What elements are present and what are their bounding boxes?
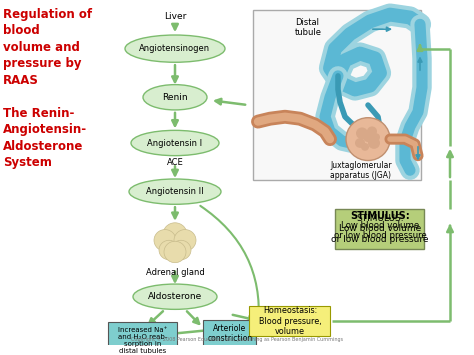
- Text: Angiotensin II: Angiotensin II: [146, 187, 204, 196]
- Circle shape: [361, 143, 369, 151]
- Text: Aldosterone: Aldosterone: [148, 292, 202, 301]
- Ellipse shape: [129, 179, 221, 204]
- Text: STIMULUS:: STIMULUS:: [350, 211, 410, 221]
- Circle shape: [363, 132, 373, 142]
- FancyBboxPatch shape: [203, 320, 256, 348]
- Circle shape: [367, 126, 377, 136]
- Text: Arteriole
constriction: Arteriole constriction: [207, 324, 253, 343]
- Circle shape: [171, 240, 191, 260]
- Text: Distal
tubule: Distal tubule: [295, 17, 322, 37]
- Circle shape: [368, 137, 380, 149]
- Circle shape: [174, 230, 196, 251]
- Circle shape: [346, 118, 390, 160]
- Ellipse shape: [125, 35, 225, 62]
- FancyBboxPatch shape: [336, 209, 425, 248]
- Text: STIMULUS:
Low blood volume
or low blood pressure: STIMULUS: Low blood volume or low blood …: [331, 214, 429, 244]
- Text: Adrenal gland: Adrenal gland: [146, 268, 204, 277]
- FancyBboxPatch shape: [253, 10, 421, 180]
- Text: Low blood volume
or low blood pressure: Low blood volume or low blood pressure: [334, 221, 427, 240]
- Text: Copyright © 2008 Pearson Education, Inc., publishing as Pearson Benjamin Cumming: Copyright © 2008 Pearson Education, Inc.…: [131, 337, 343, 343]
- Text: Liver: Liver: [164, 12, 186, 21]
- Text: Angiotensinogen: Angiotensinogen: [139, 44, 210, 53]
- Circle shape: [164, 241, 186, 263]
- Text: Renin: Renin: [162, 93, 188, 102]
- FancyBboxPatch shape: [109, 322, 177, 355]
- Text: Homeostasis:
Blood pressure,
volume: Homeostasis: Blood pressure, volume: [259, 306, 321, 336]
- Text: Increased Na⁺
and H₂O reab-
sorption in
distal tubules: Increased Na⁺ and H₂O reab- sorption in …: [118, 327, 168, 354]
- FancyBboxPatch shape: [249, 306, 330, 336]
- Circle shape: [159, 240, 179, 260]
- Circle shape: [372, 133, 380, 141]
- Circle shape: [163, 223, 187, 246]
- Text: Angiotensin I: Angiotensin I: [147, 138, 202, 148]
- Circle shape: [154, 230, 176, 251]
- Text: ACE: ACE: [167, 158, 183, 166]
- Ellipse shape: [131, 130, 219, 155]
- Circle shape: [356, 127, 368, 139]
- Text: Juxtaglomerular
apparatus (JGA): Juxtaglomerular apparatus (JGA): [330, 160, 392, 180]
- Circle shape: [355, 138, 365, 148]
- Ellipse shape: [133, 284, 217, 309]
- Ellipse shape: [143, 84, 207, 110]
- Text: Regulation of
blood
volume and
pressure by
RAAS

The Renin-
Angiotensin-
Aldoste: Regulation of blood volume and pressure …: [3, 8, 92, 169]
